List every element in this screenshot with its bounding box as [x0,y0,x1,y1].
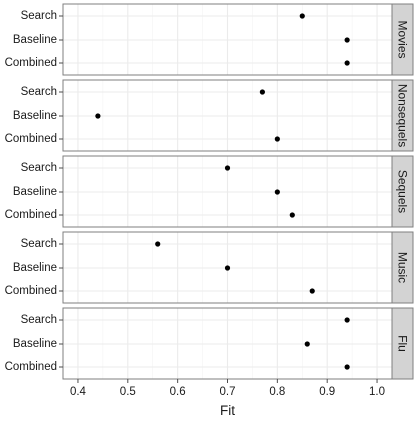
facet-strip-label: Nonsequels [396,84,410,147]
x-tick-label: 0.7 [220,386,236,398]
facet-strip-label: Music [396,252,410,283]
y-tick-label: Baseline [13,338,57,350]
data-point-search [224,165,231,171]
data-point-combined [309,288,315,294]
y-tick-label: Search [21,314,57,326]
data-point-search [344,317,350,323]
y-tick-label: Combined [5,209,57,221]
y-tick-label: Search [21,162,57,174]
facet-strip [391,155,414,228]
data-point-baseline [274,189,280,195]
y-tick-label: Combined [5,285,57,297]
data-point-combined [289,212,295,218]
y-tick-label: Baseline [13,34,57,46]
data-point-combined [274,136,280,142]
y-tick-label: Combined [5,133,57,145]
data-point-search [259,89,265,95]
x-tick-label: 0.9 [319,386,335,398]
facet-strip [391,3,414,76]
facet-strip-label: Flu [396,335,410,352]
x-tick-label: 1.0 [369,386,385,398]
y-tick-label: Search [21,10,57,22]
y-tick-label: Baseline [13,262,57,274]
facet-strip [391,79,414,152]
y-tick-label: Search [21,86,57,98]
data-point-search [155,241,161,247]
data-point-baseline [344,37,350,43]
facet-strip-label: Movies [396,20,410,58]
data-point-combined [344,60,350,66]
x-tick-label: 0.6 [170,386,186,398]
y-tick-label: Baseline [13,186,57,198]
y-tick-label: Combined [5,57,57,69]
facet-strip [391,231,414,304]
data-point-combined [344,364,350,370]
x-tick-label: 0.4 [70,386,87,398]
data-point-search [299,13,305,19]
facet-strip-label: Sequels [396,170,410,213]
data-point-baseline [224,265,231,271]
facet-strip [391,307,414,380]
data-point-baseline [304,341,310,347]
y-tick-label: Search [21,238,57,250]
x-tick-label: 0.8 [269,386,285,398]
x-tick-label: 0.5 [120,386,136,398]
data-point-baseline [95,113,101,119]
x-axis-title: Fit [220,403,235,418]
y-tick-label: Combined [5,361,57,373]
y-tick-label: Baseline [13,110,57,122]
